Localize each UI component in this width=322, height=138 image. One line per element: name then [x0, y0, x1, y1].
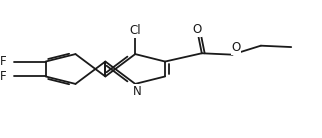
Text: F: F: [0, 55, 7, 68]
Text: Cl: Cl: [129, 24, 141, 37]
Text: O: O: [231, 41, 241, 54]
Text: N: N: [132, 85, 141, 98]
Text: F: F: [0, 70, 7, 83]
Text: O: O: [192, 23, 202, 36]
